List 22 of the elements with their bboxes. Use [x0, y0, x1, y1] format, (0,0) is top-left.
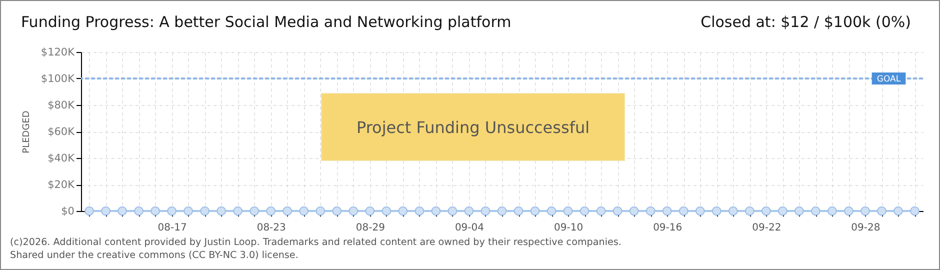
chart-title: Funding Progress: A better Social Media and Networking platform: [21, 13, 512, 31]
notice-box: Project Funding Unsuccessful: [321, 93, 625, 161]
y-tick-label: $60K: [48, 126, 76, 138]
x-tick-label: 09-04: [454, 222, 484, 234]
x-tick-label: 08-23: [256, 222, 286, 234]
x-tick-label: 09-16: [653, 222, 682, 234]
y-axis-title: PLEDGED: [22, 110, 32, 154]
y-tick-label: $40K: [48, 152, 76, 164]
x-tick-label: 08-17: [158, 222, 187, 234]
y-tick-label: $80K: [48, 100, 76, 112]
ref-line-label: GOAL: [876, 74, 901, 84]
y-tick-label: $120K: [40, 46, 76, 58]
y-tick-label: $100K: [40, 73, 76, 85]
chart-subtitle: Closed at: $12 / $100k (0%): [700, 13, 911, 31]
text: Shared under the creative commons (CC BY-NC 3.0) license.: [10, 250, 300, 262]
x-tick-label: 08-29: [356, 222, 385, 234]
text: (c)2026. Additional content provided by Justin Loop. Trademarks and related content are owned by their respective companies.: [10, 237, 622, 250]
y-tick-label: $20K: [48, 179, 76, 191]
y-tick-label: $0: [61, 206, 74, 218]
x-tick-label: 09-10: [554, 222, 584, 234]
x-tick-label: 09-28: [851, 222, 880, 234]
x-tick-label: 09-22: [752, 222, 782, 234]
